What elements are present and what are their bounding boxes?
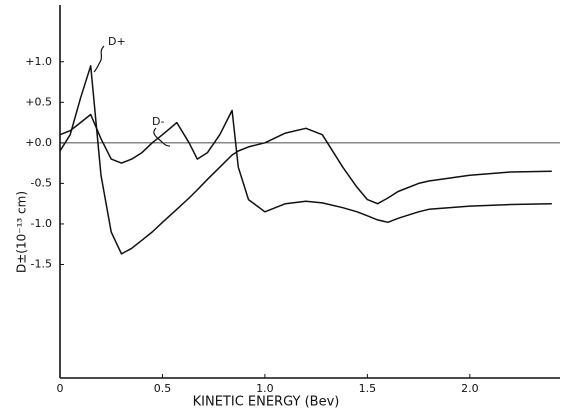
x-axis-label: KINETIC ENERGY (Bev) bbox=[193, 395, 340, 410]
x-tick-label: 1.5 bbox=[359, 382, 377, 395]
x-tick-label: 1.0 bbox=[256, 382, 274, 395]
annotation-arrow bbox=[93, 45, 105, 73]
y-tick-label: +1.0 bbox=[25, 55, 52, 68]
y-tick-label: -1.5 bbox=[31, 257, 52, 270]
series-line bbox=[59, 65, 552, 255]
x-tick-label: 2.0 bbox=[461, 382, 479, 395]
series-annotation: D+ bbox=[108, 35, 126, 48]
series-annotation: D- bbox=[152, 115, 164, 128]
annotation-arrow bbox=[153, 127, 171, 147]
y-tick-label: +0.0 bbox=[25, 136, 52, 149]
y-tick-label: -1.0 bbox=[31, 217, 52, 230]
series-line bbox=[59, 109, 552, 224]
x-tick-label: 0.5 bbox=[154, 382, 172, 395]
x-tick-label: 0 bbox=[57, 382, 64, 395]
y-axis-label: D±(10⁻¹³ cm) bbox=[15, 191, 29, 273]
y-tick-label: +0.5 bbox=[25, 95, 52, 108]
y-tick-label: -0.5 bbox=[31, 176, 52, 189]
